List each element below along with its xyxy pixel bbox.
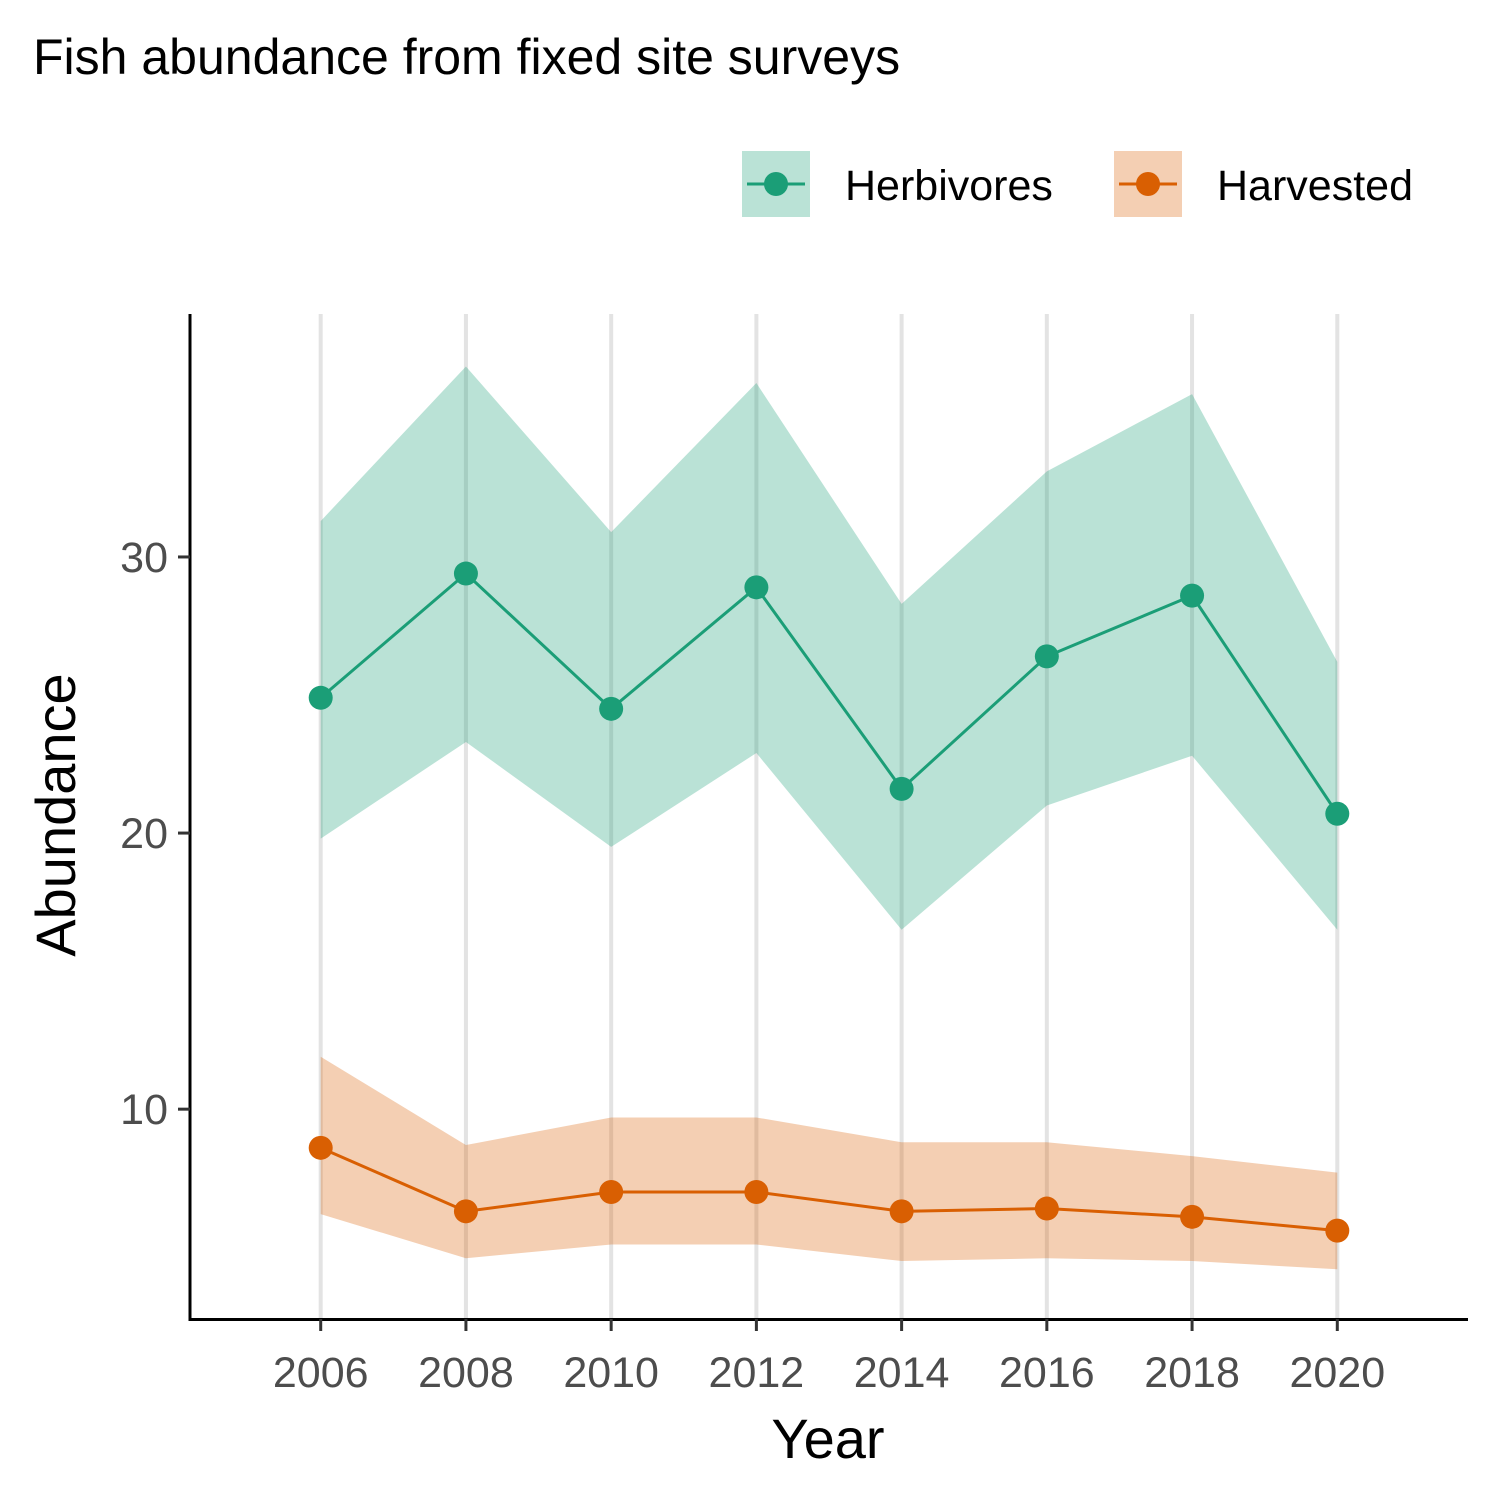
band-herbivores xyxy=(320,366,1338,930)
x-tick-label-2016: 2016 xyxy=(999,1349,1095,1397)
point-harvested-2006 xyxy=(308,1135,333,1160)
x-tick-label-2014: 2014 xyxy=(854,1349,950,1397)
point-herbivores-2016 xyxy=(1034,644,1059,669)
point-herbivores-2020 xyxy=(1325,801,1350,826)
point-harvested-2020 xyxy=(1325,1218,1350,1243)
grid-lines xyxy=(318,314,1340,1319)
point-herbivores-2008 xyxy=(453,561,478,586)
legend-item-herbivores: Herbivores xyxy=(742,151,1053,217)
x-tick-label-2010: 2010 xyxy=(563,1349,659,1397)
point-harvested-2018 xyxy=(1180,1204,1205,1229)
x-tick-label-2008: 2008 xyxy=(418,1349,514,1397)
series-lines xyxy=(319,571,1339,1233)
point-harvested-2016 xyxy=(1034,1196,1059,1221)
point-herbivores-2006 xyxy=(308,685,333,710)
point-herbivores-2012 xyxy=(744,575,769,600)
legend-label-herbivores: Herbivores xyxy=(845,162,1053,210)
series-points xyxy=(308,561,1350,1243)
point-harvested-2012 xyxy=(744,1179,769,1204)
y-ticks: 10 20 30 xyxy=(120,534,190,1134)
x-tick-label-2012: 2012 xyxy=(709,1349,805,1397)
legend: Herbivores Harvested xyxy=(742,151,1413,217)
x-tick-label-2020: 2020 xyxy=(1289,1349,1385,1397)
legend-item-harvested: Harvested xyxy=(1114,151,1413,217)
legend-label-harvested: Harvested xyxy=(1217,162,1413,210)
x-axis-title: Year xyxy=(771,1407,884,1470)
point-harvested-2008 xyxy=(453,1199,478,1224)
x-ticks: 2006 2008 2010 2012 2014 2016 2018 2020 xyxy=(273,1319,1385,1397)
y-tick-label-20: 20 xyxy=(120,810,168,858)
point-herbivores-2010 xyxy=(599,696,624,721)
x-tick-label-2006: 2006 xyxy=(273,1349,369,1397)
y-tick-label-10: 10 xyxy=(120,1086,168,1134)
legend-key-point-harvested xyxy=(1136,172,1160,196)
line-herbivores xyxy=(319,571,1339,815)
band-harvested xyxy=(320,1056,1338,1270)
line-harvested xyxy=(320,1146,1338,1233)
confidence-bands xyxy=(320,366,1338,1270)
point-harvested-2014 xyxy=(889,1199,914,1224)
point-herbivores-2014 xyxy=(889,776,914,801)
legend-key-point-herbivores xyxy=(764,172,788,196)
point-harvested-2010 xyxy=(599,1179,624,1204)
y-axis-title: Abundance xyxy=(24,673,87,956)
y-tick-label-30: 30 xyxy=(120,534,168,582)
chart-title: Fish abundance from fixed site surveys xyxy=(33,29,901,85)
axes xyxy=(188,314,1468,1321)
point-herbivores-2018 xyxy=(1180,583,1205,608)
x-tick-label-2018: 2018 xyxy=(1144,1349,1240,1397)
